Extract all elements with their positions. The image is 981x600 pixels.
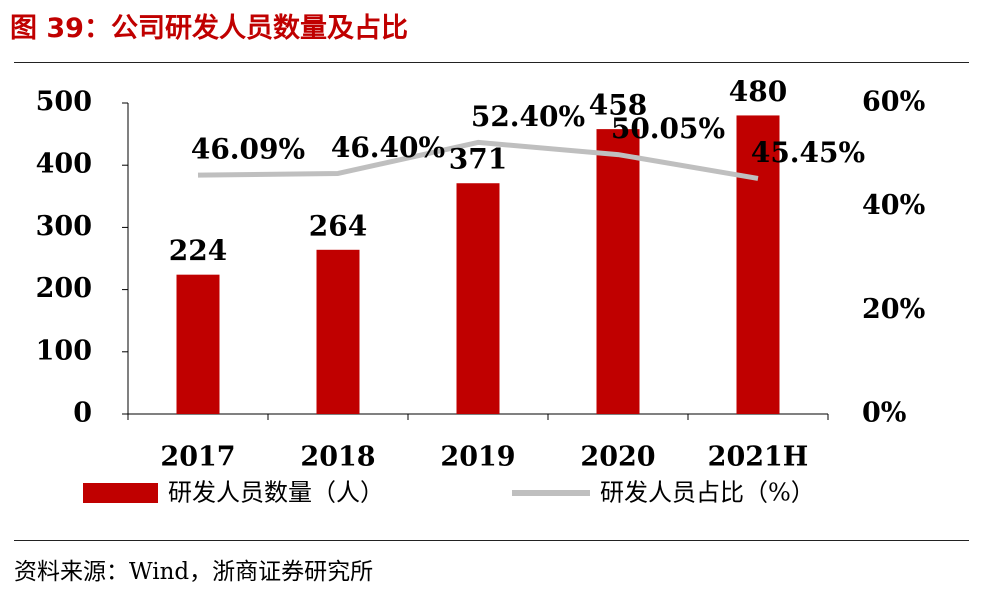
bar-data-label: 264 (309, 209, 367, 242)
bar (316, 249, 360, 414)
left-axis-tick-label: 200 (36, 273, 92, 304)
legend-bar-label: 研发人员数量（人） (168, 479, 384, 507)
bar-data-label: 224 (169, 234, 227, 267)
line-data-label: 52.40% (471, 100, 585, 133)
line-data-label: 46.40% (331, 131, 445, 164)
x-axis-category-label: 2021H (708, 442, 809, 473)
right-axis-tick-label: 20% (862, 294, 925, 325)
line-data-label: 50.05% (611, 112, 725, 145)
line-data-label: 46.09% (191, 133, 305, 166)
left-axis-tick-label: 0 (73, 398, 92, 429)
line-data-label: 45.45% (751, 136, 865, 169)
right-axis-tick-label: 60% (862, 87, 925, 118)
top-divider (14, 62, 969, 63)
left-axis-tick-label: 500 (36, 87, 92, 118)
bar-data-label: 371 (449, 143, 507, 176)
bar-data-label: 480 (729, 75, 787, 108)
bar (596, 129, 640, 414)
legend-bar-swatch (83, 483, 158, 503)
right-axis-tick-label: 0% (862, 398, 906, 429)
x-axis-category-label: 2018 (300, 442, 375, 473)
bar (456, 183, 500, 414)
left-axis-tick-label: 300 (36, 211, 92, 242)
x-axis-category-label: 2019 (440, 442, 515, 473)
bar (176, 274, 220, 414)
bar-data-label: 458 (589, 89, 647, 122)
left-axis-tick-label: 100 (36, 335, 92, 366)
bar (736, 115, 780, 414)
chart: 0 100 200 300 400 500 0% 20% 40% 60% 2017 2018 2019 2… (36, 75, 926, 507)
figure-title: 图 39：公司研发人员数量及占比 (10, 13, 408, 44)
legend-line-label: 研发人员占比（%） (600, 479, 815, 507)
line-series (197, 139, 759, 181)
x-axis-category-label: 2017 (160, 442, 235, 473)
left-axis-tick-label: 400 (36, 149, 92, 180)
right-axis-tick-label: 40% (862, 190, 925, 221)
x-axis-category-label: 2020 (580, 442, 655, 473)
source-note: 资料来源：Wind，浙商证券研究所 (14, 559, 374, 585)
bottom-divider (14, 540, 969, 541)
